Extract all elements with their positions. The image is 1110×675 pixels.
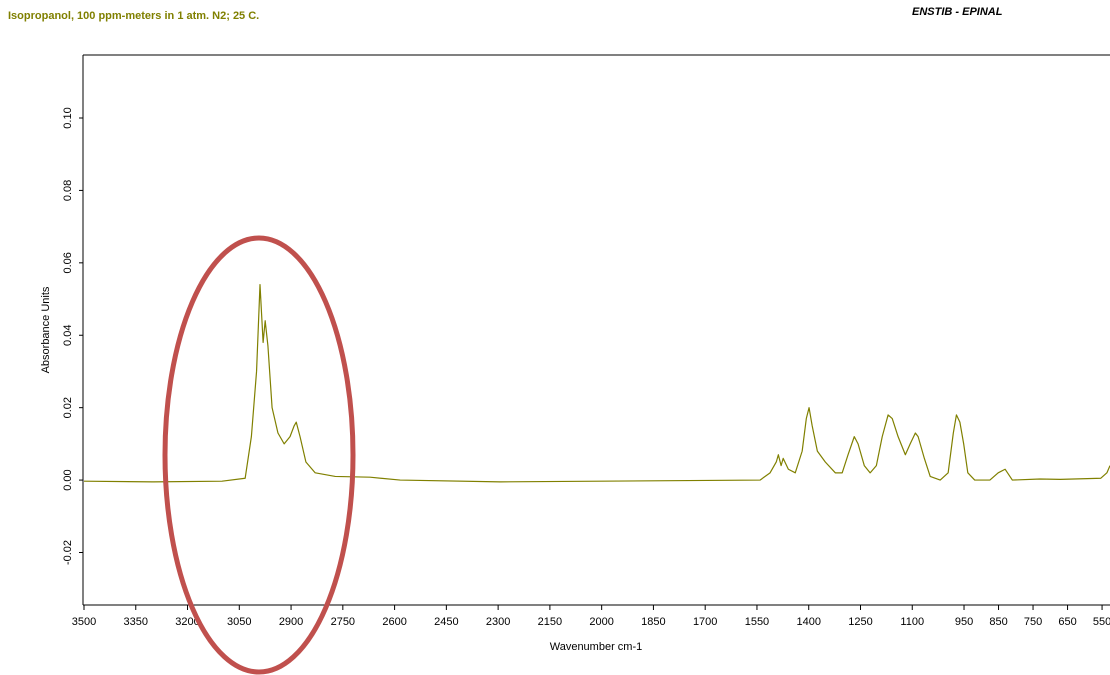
x-tick-label: 550 [1093,616,1110,628]
x-tick-label: 3050 [227,616,251,628]
x-axis-label: Wavenumber cm-1 [550,641,643,653]
x-tick-label: 1100 [900,616,924,628]
x-tick-label: 3350 [124,616,148,628]
highlight-ellipse [162,235,356,675]
x-tick-label: 750 [1024,616,1042,628]
y-tick-label: 0.04 [62,325,74,346]
x-tick-label: 2450 [434,616,458,628]
y-tick-label: 0.00 [62,469,74,490]
x-tick-label: 1850 [641,616,665,628]
chart-subtitle: ENSTIB - EPINAL [912,6,1003,18]
x-tick-label: 2300 [486,616,510,628]
x-tick-label: 3500 [72,616,96,628]
x-tick-label: 1550 [745,616,769,628]
spectrum-line [83,283,1110,483]
y-axis-label: Absorbance Units [40,286,52,373]
y-tick-label: -0.02 [62,540,74,565]
x-tick-label: 2600 [382,616,406,628]
x-tick-label: 2750 [331,616,355,628]
x-tick-label: 950 [955,616,973,628]
x-tick-label: 2000 [589,616,613,628]
x-tick-label: 850 [989,616,1007,628]
x-tick-label: 1250 [848,616,872,628]
x-tick-label: 3200 [175,616,199,628]
y-tick-label: 0.02 [62,397,74,418]
x-tick-label: 1400 [796,616,820,628]
y-tick-label: 0.06 [62,252,74,273]
y-tick-label: 0.08 [62,180,74,201]
x-tick-label: 2150 [538,616,562,628]
chart-title: Isopropanol, 100 ppm-meters in 1 atm. N2… [8,10,259,22]
y-tick-label: 0.10 [62,107,74,128]
x-tick-label: 650 [1058,616,1076,628]
x-tick-label: 2900 [279,616,303,628]
x-tick-label: 1700 [693,616,717,628]
